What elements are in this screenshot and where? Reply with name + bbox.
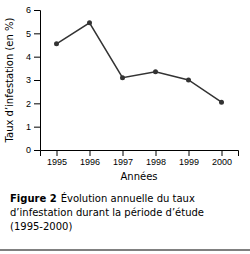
x-axis-title: Années <box>120 171 157 182</box>
x-tick-label: 1998 <box>146 157 166 167</box>
point <box>219 100 224 105</box>
x-tick-mark <box>57 150 58 156</box>
y-tick: 2 <box>26 99 40 109</box>
point <box>87 20 92 25</box>
point <box>186 78 191 83</box>
x-tick-label: 2000 <box>212 157 232 167</box>
x-tick: 1998 <box>146 150 166 167</box>
point <box>153 69 158 74</box>
y-tick-mark <box>34 127 40 128</box>
line <box>57 23 222 102</box>
caption-line: Figure 2 Évolution annuelle du taux <box>10 192 195 204</box>
x-tick-label: 1996 <box>80 157 100 167</box>
caption-text: (1995-2000) <box>10 221 72 232</box>
x-tick-mark <box>156 150 157 156</box>
y-tick: 1 <box>26 122 40 132</box>
y-tick: 4 <box>26 52 40 62</box>
y-tick-mark <box>34 33 40 34</box>
y-tick: 5 <box>26 29 40 39</box>
chart: 1995 1996 1997 1998 1999 2000 0 1 2 3 4 5 6 Années Tau… <box>0 0 250 254</box>
x-tick-mark <box>189 150 190 156</box>
x-tick: 1996 <box>80 150 100 167</box>
y-tick-label: 5 <box>26 29 31 39</box>
y-axis-title: Taux d’infestation (en %) <box>4 17 15 143</box>
x-axis-line <box>41 151 239 157</box>
x-tick-label: 1995 <box>47 157 67 167</box>
y-tick: 6 <box>26 5 40 15</box>
x-axis: 1995 1996 1997 1998 1999 2000 <box>41 150 239 167</box>
y-tick: 0 <box>26 145 40 155</box>
caption-label: Figure 2 <box>10 193 57 204</box>
caption-text: d’infestation durant la période d’étude <box>10 207 204 218</box>
y-tick-mark <box>34 10 40 11</box>
y-tick-mark <box>34 103 40 104</box>
point <box>120 75 125 80</box>
y-tick-label: 4 <box>26 52 31 62</box>
y-tick-label: 3 <box>26 75 31 85</box>
x-tick-label: 1997 <box>113 157 133 167</box>
y-tick-mark <box>34 80 40 81</box>
x-tick: 2000 <box>212 150 232 167</box>
point <box>54 41 59 46</box>
x-tick-mark <box>222 150 223 156</box>
x-tick-label: 1999 <box>179 157 199 167</box>
y-axis-line <box>34 11 41 151</box>
y-tick-label: 2 <box>26 99 31 109</box>
y-axis: 0 1 2 3 4 5 6 <box>26 5 41 155</box>
caption: Figure 2 Évolution annuelle du taux d’infe… <box>10 192 204 232</box>
x-tick-mark <box>90 150 91 156</box>
x-tick: 1995 <box>47 150 67 167</box>
plot: 1995 1996 1997 1998 1999 2000 0 1 2 3 4 5 6 Années Tau… <box>4 5 239 182</box>
y-tick-mark <box>34 150 40 151</box>
marks <box>54 20 224 104</box>
x-tick: 1999 <box>179 150 199 167</box>
caption-text: Évolution annuelle du taux <box>61 192 195 204</box>
x-tick-mark <box>123 150 124 156</box>
y-tick: 3 <box>26 75 40 85</box>
y-tick-mark <box>34 57 40 58</box>
separator <box>0 250 250 251</box>
y-tick-label: 1 <box>26 122 31 132</box>
x-tick: 1997 <box>113 150 133 167</box>
y-tick-label: 6 <box>26 5 31 15</box>
y-tick-label: 0 <box>26 145 31 155</box>
